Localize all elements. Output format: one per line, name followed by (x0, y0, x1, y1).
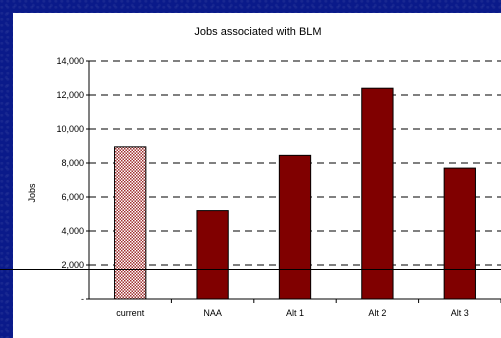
slide-divider-line (0, 269, 501, 270)
x-tick-labels: current NAA Alt 1 Alt 2 Alt 3 (116, 299, 501, 318)
bar-chart: Jobs associated with BLM Jobs - 2,000 4,00… (27, 26, 501, 318)
y-tick-label: 6,000 (61, 192, 84, 202)
bar-alt-3 (443, 167, 476, 300)
chart-panel: Jobs associated with BLM Jobs - 2,000 4,00… (13, 13, 501, 338)
chart-title: Jobs associated with BLM (194, 26, 321, 38)
axes (88, 61, 501, 300)
y-tick-label: 12,000 (56, 90, 84, 100)
slide-background: Jobs associated with BLM Jobs - 2,000 4,00… (13, 13, 501, 338)
y-tick-label: 8,000 (61, 158, 84, 168)
y-tick-label: - (81, 294, 84, 304)
x-tick-label: Alt 3 (451, 308, 469, 318)
bar-alt-1 (278, 154, 312, 300)
bar-naa (196, 210, 229, 300)
bar-current (114, 146, 147, 300)
y-tick-label: 4,000 (61, 226, 84, 236)
x-tick-label: Alt 2 (368, 308, 386, 318)
x-tick-label: Alt 1 (286, 308, 304, 318)
bar-alt-2 (361, 87, 394, 300)
bars (114, 87, 476, 300)
y-tick-label: 2,000 (61, 260, 84, 270)
x-tick-label: NAA (203, 308, 222, 318)
y-tick-label: 14,000 (56, 56, 84, 66)
y-axis-label: Jobs (27, 183, 37, 203)
x-tick-label: current (116, 308, 145, 318)
y-tick-label: 10,000 (56, 124, 84, 134)
y-tick-labels: - 2,000 4,000 6,000 8,000 10,000 12,000 14,000 (56, 56, 89, 304)
